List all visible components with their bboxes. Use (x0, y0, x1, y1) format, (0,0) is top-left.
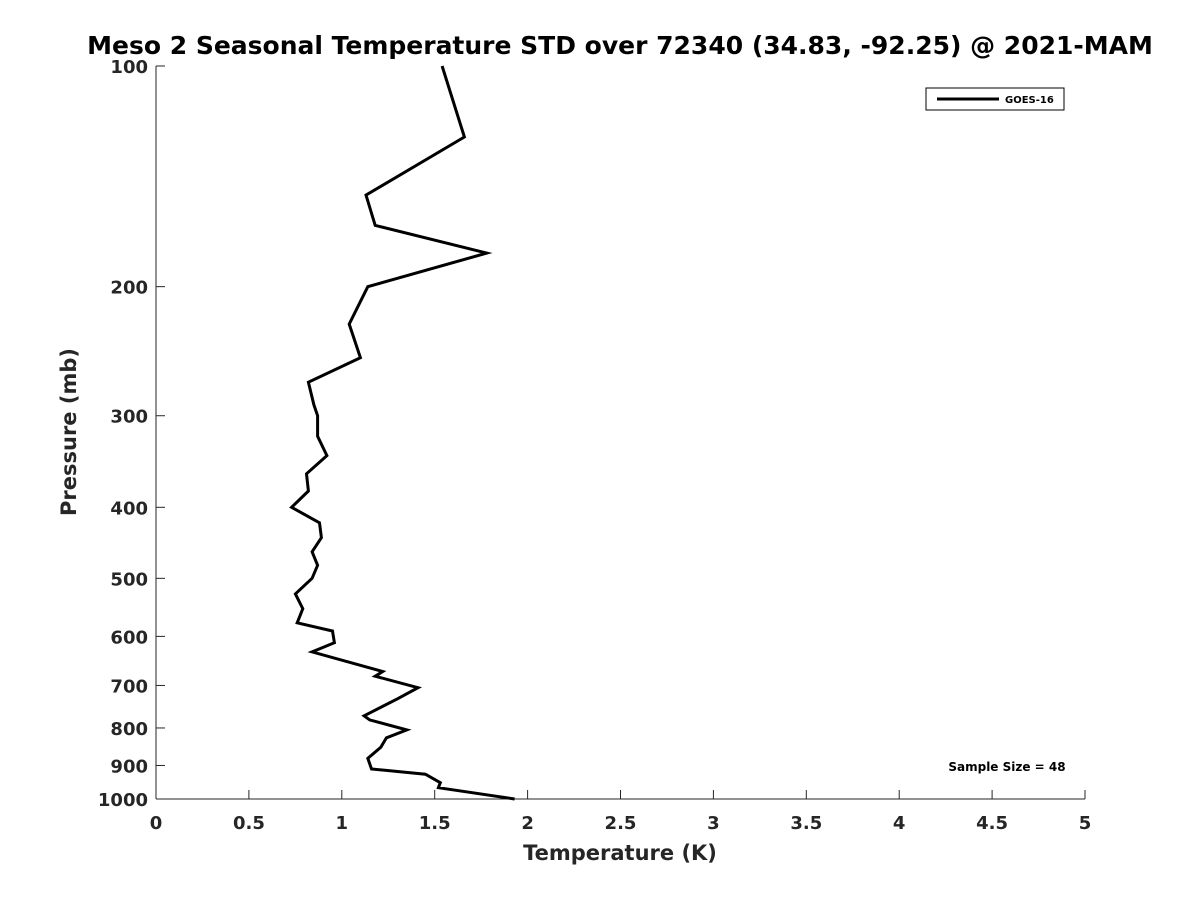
y-tick-label: 800 (110, 719, 148, 740)
x-tick-label: 1 (336, 813, 349, 834)
y-tick-label: 600 (110, 627, 148, 648)
chart-title: Meso 2 Seasonal Temperature STD over 723… (87, 31, 1153, 60)
series-line-goes-16 (289, 65, 515, 801)
x-tick-label: 5 (1079, 813, 1092, 834)
y-tick-label: 700 (110, 676, 148, 697)
x-tick-label: 4 (893, 813, 906, 834)
series-layer (289, 65, 515, 801)
x-tick-label: 4.5 (976, 813, 1008, 834)
x-tick-label: 3 (707, 813, 720, 834)
x-tick-label: 1.5 (419, 813, 451, 834)
x-tick-label: 2 (521, 813, 534, 834)
y-tick-label: 1000 (98, 790, 148, 811)
y-axis-label: Pressure (mb) (57, 348, 81, 516)
sample-size-annotation: Sample Size = 48 (948, 760, 1065, 774)
y-tick-label: 100 (110, 57, 148, 78)
x-axis-label: Temperature (K) (523, 841, 717, 865)
y-tick-label: 900 (110, 756, 148, 777)
y-tick-label: 200 (110, 278, 148, 299)
y-tick-label: 400 (110, 498, 148, 519)
y-tick-label: 300 (110, 407, 148, 428)
y-axis-ticks: 100 200 300 400 500 600 700 800 900 1000 (98, 57, 165, 811)
x-tick-label: 0.5 (233, 813, 265, 834)
legend-entry-goes-16: GOES-16 (1005, 95, 1054, 106)
y-tick-label: 500 (110, 569, 148, 590)
legend: GOES-16 (925, 87, 1065, 111)
x-tick-label: 0 (150, 813, 163, 834)
x-tick-label: 3.5 (790, 813, 822, 834)
x-tick-label: 2.5 (605, 813, 637, 834)
x-axis-ticks: 0 0.5 1 1.5 2 2.5 3 3.5 4 4.5 5 (150, 790, 1092, 834)
